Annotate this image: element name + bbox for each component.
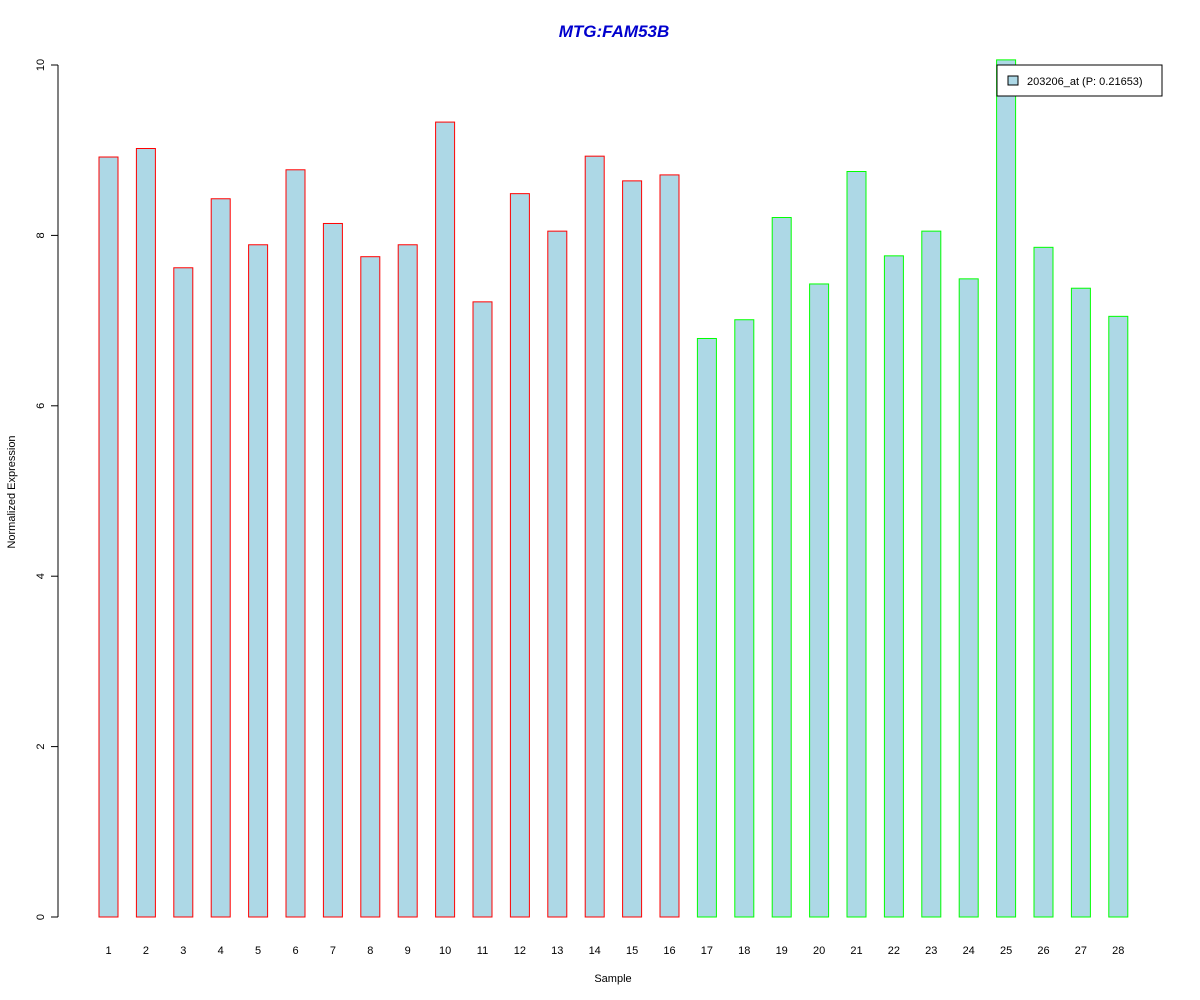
- x-tick-label: 8: [367, 945, 373, 957]
- bar-sample-8: [360, 256, 381, 918]
- bar-sample-15: [622, 180, 643, 918]
- bars: [98, 59, 1129, 918]
- bar-sample-7: [322, 222, 343, 918]
- legend: 203206_at (P: 0.21653): [996, 64, 1163, 97]
- x-tick-label: 5: [255, 945, 261, 957]
- bar-sample-13: [547, 230, 568, 918]
- chart-title: MTG:FAM53B: [559, 22, 670, 41]
- x-tick-label: 21: [850, 945, 862, 957]
- x-tick-label: 4: [218, 945, 224, 957]
- bar-sample-11: [472, 301, 493, 918]
- bar-sample-17: [696, 337, 717, 918]
- x-tick-label: 7: [330, 945, 336, 957]
- bar-sample-26: [1033, 246, 1054, 918]
- bar-sample-21: [846, 171, 867, 918]
- y-axis-label: Normalized Expression: [6, 435, 18, 548]
- bar-sample-18: [734, 319, 755, 918]
- x-tick-label: 23: [925, 945, 937, 957]
- bar-sample-1: [98, 156, 119, 918]
- bar-sample-24: [958, 278, 979, 918]
- y-tick-label: 10: [35, 59, 47, 71]
- legend-box: [996, 64, 1163, 97]
- x-tick-label: 11: [477, 945, 488, 957]
- x-tick-label: 9: [405, 945, 411, 957]
- x-tick-label: 15: [626, 945, 638, 957]
- bar-sample-27: [1070, 287, 1091, 918]
- y-tick-label: 6: [35, 403, 47, 409]
- bar-sample-12: [509, 193, 530, 918]
- x-tick-label: 24: [963, 945, 975, 957]
- x-tick-labels: 1 2 3 4 5 6 7 8 9 10 11 12 13 14 15 16 17 18 19 20 21 22 23 24 2…: [105, 945, 1124, 957]
- x-tick-label: 13: [551, 945, 563, 957]
- x-tick-label: 20: [813, 945, 825, 957]
- bar-sample-19: [771, 217, 792, 918]
- y-tick-label: 8: [35, 232, 47, 238]
- x-tick-label: 1: [105, 945, 111, 957]
- bar-sample-25: [996, 59, 1017, 918]
- bar-sample-10: [435, 121, 456, 918]
- bar-sample-14: [584, 155, 605, 918]
- bar-sample-3: [173, 267, 194, 918]
- x-tick-label: 17: [701, 945, 713, 957]
- x-tick-label: 28: [1112, 945, 1124, 957]
- x-axis-label: Sample: [594, 973, 631, 985]
- x-tick-label: 16: [663, 945, 675, 957]
- y-tick-label: 4: [35, 573, 47, 579]
- bar-sample-5: [248, 244, 269, 918]
- y-axis: 0 2 4 6 8 10: [35, 59, 59, 920]
- legend-label: 203206_at (P: 0.21653): [1027, 76, 1143, 88]
- bar-sample-20: [809, 283, 830, 918]
- x-tick-label: 26: [1037, 945, 1049, 957]
- legend-swatch: [1007, 75, 1019, 86]
- bar-sample-9: [397, 244, 418, 918]
- x-tick-label: 22: [888, 945, 900, 957]
- bar-sample-2: [135, 147, 156, 918]
- bar-sample-28: [1108, 315, 1129, 918]
- bar-sample-23: [921, 230, 942, 918]
- x-tick-label: 27: [1075, 945, 1087, 957]
- x-tick-label: 19: [776, 945, 788, 957]
- x-tick-label: 3: [180, 945, 186, 957]
- x-tick-label: 6: [292, 945, 298, 957]
- bar-sample-6: [285, 169, 306, 918]
- bar-sample-22: [883, 255, 904, 918]
- bar-sample-4: [210, 198, 231, 918]
- y-tick-label: 2: [35, 744, 47, 750]
- x-tick-label: 18: [738, 945, 750, 957]
- y-tick-label: 0: [35, 914, 47, 920]
- bar-sample-16: [659, 174, 680, 918]
- x-tick-label: 12: [514, 945, 526, 957]
- x-tick-label: 10: [439, 945, 451, 957]
- x-tick-label: 25: [1000, 945, 1012, 957]
- x-tick-label: 2: [143, 945, 149, 957]
- x-tick-label: 14: [589, 945, 601, 957]
